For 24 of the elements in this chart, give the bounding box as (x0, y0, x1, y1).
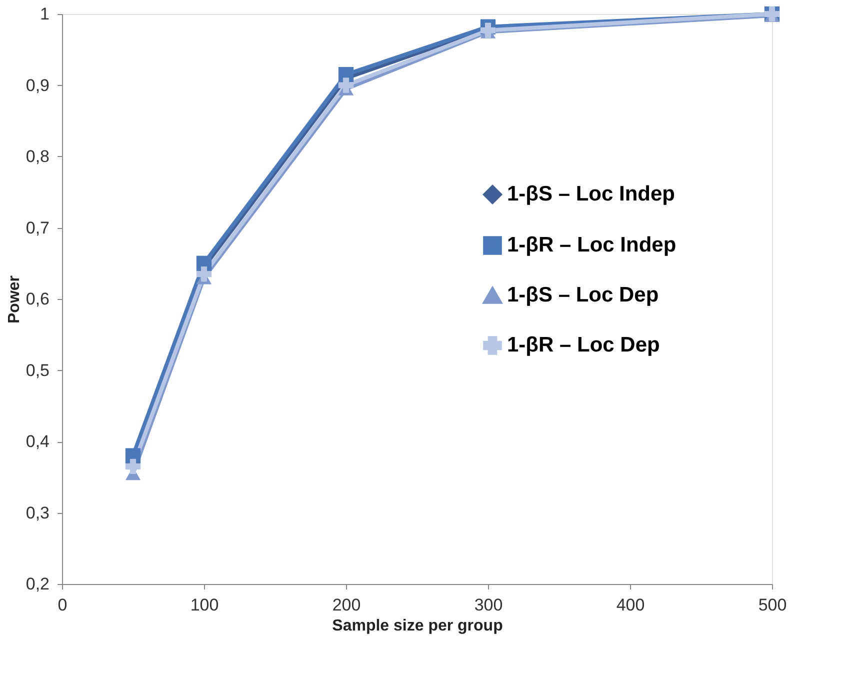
x-axis-title: Sample size per group (332, 618, 504, 634)
point (196, 266, 212, 282)
y-tick-label: 0,6 (26, 290, 50, 308)
y-tick-label: 0,2 (26, 574, 50, 594)
y-tick-label: 0,7 (26, 218, 50, 238)
x-tick-label: 400 (616, 596, 645, 614)
x-tick-label: 100 (190, 596, 219, 614)
x-tick-label: 300 (474, 596, 503, 614)
y-tick-label: 0,4 (26, 432, 50, 451)
legend-label: 1-βR – Loc Dep (507, 334, 660, 356)
point (125, 458, 141, 474)
y-tick-label: 0,9 (26, 76, 50, 95)
legend-label: 1-βS – Loc Dep (507, 284, 659, 306)
x-tick-label: 200 (332, 596, 361, 614)
y-axis-title: Power (6, 275, 23, 324)
y-tick-label: 0,3 (26, 503, 50, 522)
point (338, 78, 354, 93)
y-tick-label: 1 (40, 4, 50, 24)
x-tick-label: 0 (58, 596, 68, 614)
legend-label: 1-βR – Loc Indep (507, 234, 676, 256)
x-tick-label: 500 (758, 596, 787, 614)
y-tick-label: 0,8 (26, 147, 50, 166)
legend-label: 1-βS – Loc Indep (507, 182, 676, 206)
y-tick-label: 0,5 (26, 360, 50, 380)
